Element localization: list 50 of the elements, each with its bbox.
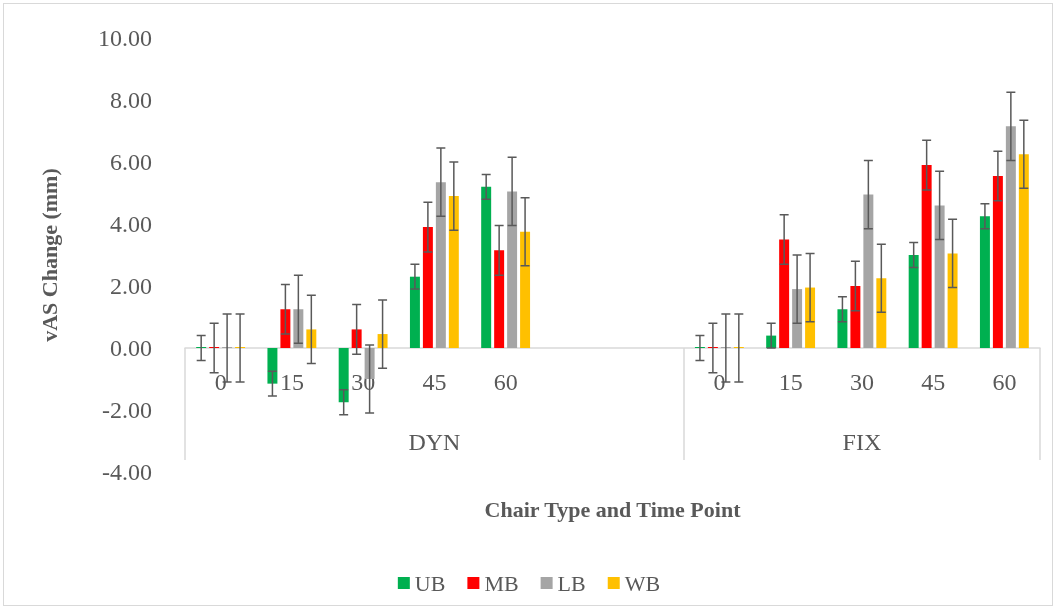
x-axis-title: Chair Type and Time Point [484, 496, 742, 522]
bar [837, 309, 848, 348]
bar [979, 216, 990, 348]
x-tick-label: 45 [921, 369, 946, 395]
bar [267, 348, 278, 384]
x-tick-label: 60 [493, 369, 518, 395]
bar [422, 227, 433, 348]
bar [306, 329, 317, 348]
y-tick-label: 2.00 [110, 273, 152, 299]
bar [409, 276, 420, 348]
bar [494, 250, 505, 348]
y-tick-label: -2.00 [102, 397, 152, 423]
x-tick-label: 15 [279, 369, 304, 395]
y-tick-label: -4.00 [102, 459, 152, 485]
x-tick-label: 15 [778, 369, 803, 395]
bar [863, 194, 874, 348]
bar [850, 286, 861, 348]
bar [435, 182, 446, 348]
y-tick-label: 6.00 [110, 149, 152, 175]
bar [507, 191, 518, 348]
legend-label: WB [624, 570, 661, 596]
bar [481, 186, 492, 348]
y-axis-title: vAS Change (mm) [36, 168, 62, 342]
bar [338, 348, 349, 403]
bar [520, 231, 531, 348]
x-tick-label: 45 [422, 369, 447, 395]
y-tick-label: 10.00 [98, 25, 152, 51]
bar [947, 253, 958, 348]
bar [779, 239, 790, 348]
y-tick-label: 8.00 [110, 87, 152, 113]
legend-label: LB [557, 570, 586, 596]
bar [1005, 126, 1016, 348]
x-tick-label: 60 [992, 369, 1017, 395]
bar [934, 205, 945, 348]
x-tick-label: 0 [214, 369, 227, 395]
bar [1018, 154, 1029, 348]
bar [377, 334, 388, 348]
y-tick-label: 0.00 [110, 335, 152, 361]
bar [448, 196, 459, 348]
bar [992, 175, 1003, 348]
bar [908, 255, 919, 348]
legend-label: MB [484, 570, 519, 596]
x-tick-label: 0 [713, 369, 726, 395]
legend-label: UB [414, 570, 446, 596]
bar [876, 278, 887, 348]
annotation: FIX [842, 429, 882, 455]
y-tick-label: 4.00 [110, 211, 152, 237]
bar [921, 165, 932, 348]
annotation: DYN [408, 429, 461, 455]
x-tick-label: 30 [849, 369, 874, 395]
